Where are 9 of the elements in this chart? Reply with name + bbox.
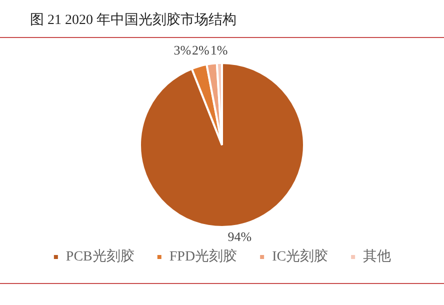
legend-label: FPD光刻胶 — [169, 248, 238, 265]
data-label: 2% — [192, 42, 210, 58]
data-label: 94% — [228, 228, 252, 244]
legend-label: 其他 — [363, 248, 392, 265]
data-label: 3% — [174, 42, 192, 58]
legend-label: IC光刻胶 — [272, 248, 328, 265]
data-label: 1% — [210, 42, 228, 58]
chart-title: 图 21 2020 年中国光刻胶市场结构 — [30, 11, 236, 29]
legend-label: PCB光刻胶 — [66, 248, 134, 265]
